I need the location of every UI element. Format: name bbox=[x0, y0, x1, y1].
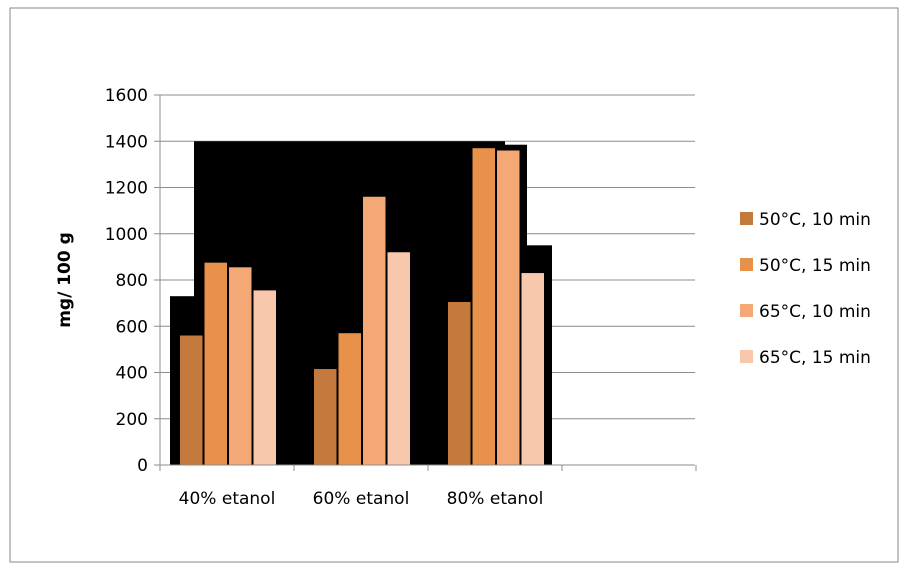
x-category-label: 60% etanol bbox=[313, 489, 410, 509]
bar bbox=[204, 262, 227, 465]
legend-swatch bbox=[740, 350, 753, 363]
bar bbox=[521, 273, 544, 465]
y-tick-label: 600 bbox=[116, 317, 148, 337]
y-tick-label: 1000 bbox=[105, 225, 148, 245]
legend-label: 65°C, 10 min bbox=[759, 302, 871, 322]
y-tick-label: 200 bbox=[116, 410, 148, 430]
legend-swatch bbox=[740, 304, 753, 317]
bar bbox=[253, 290, 276, 465]
legend-label: 50°C, 15 min bbox=[759, 256, 871, 276]
bar bbox=[229, 267, 252, 465]
x-category-label: 80% etanol bbox=[447, 489, 544, 509]
y-tick-label: 0 bbox=[137, 456, 148, 476]
y-axis-label: mg/ 100 g bbox=[55, 232, 75, 328]
legend-label: 50°C, 10 min bbox=[759, 210, 871, 230]
y-tick-label: 1400 bbox=[105, 132, 148, 152]
bar bbox=[363, 196, 386, 465]
legend-label: 65°C, 15 min bbox=[759, 348, 871, 368]
bar bbox=[497, 150, 520, 465]
y-tick-label: 800 bbox=[116, 271, 148, 291]
x-category-label: 40% etanol bbox=[179, 489, 276, 509]
y-tick-label: 1600 bbox=[105, 86, 148, 106]
bar bbox=[387, 252, 410, 465]
bar bbox=[472, 148, 495, 465]
bar bbox=[338, 333, 361, 465]
bar bbox=[448, 301, 471, 465]
bar bbox=[314, 369, 337, 465]
axes: 0 200 400 600 800 1000 1200 1400 1600 40% etanol 6… bbox=[105, 86, 697, 509]
bar bbox=[180, 335, 203, 465]
legend: 50°C, 10 min 50°C, 15 min 65°C, 10 min 65°C… bbox=[740, 210, 871, 368]
bars bbox=[180, 148, 544, 465]
y-tick-label: 1200 bbox=[105, 179, 148, 199]
y-tick-label: 400 bbox=[116, 364, 148, 384]
legend-swatch bbox=[740, 212, 753, 225]
legend-swatch bbox=[740, 258, 753, 271]
